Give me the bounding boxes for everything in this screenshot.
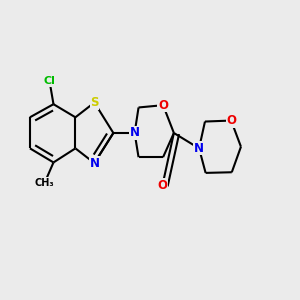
Text: CH₃: CH₃ — [35, 178, 55, 188]
Text: N: N — [130, 127, 140, 140]
Text: N: N — [89, 157, 99, 169]
Text: Cl: Cl — [44, 76, 56, 86]
Text: O: O — [158, 179, 167, 192]
Text: S: S — [90, 96, 99, 109]
Text: N: N — [194, 142, 204, 155]
Text: O: O — [226, 114, 236, 127]
Text: O: O — [158, 99, 168, 112]
